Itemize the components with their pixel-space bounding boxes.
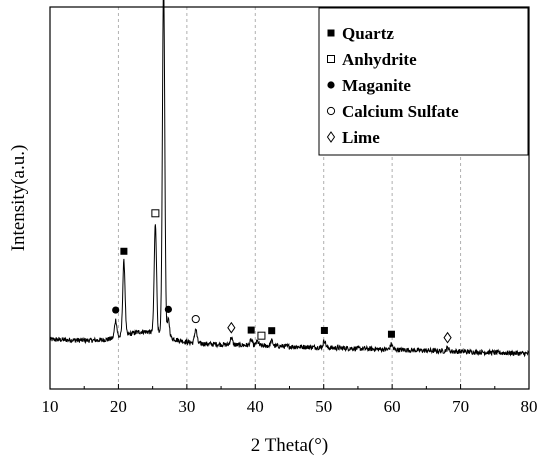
y-axis-label: Intensity(a.u.)	[8, 145, 29, 252]
peak-marker-maganite	[164, 305, 172, 313]
legend-symbol	[327, 55, 335, 63]
peak-marker-anhydrite	[151, 209, 160, 218]
peak-marker-lime	[443, 331, 452, 344]
legend-label: Quartz	[342, 24, 394, 43]
legend-label: Maganite	[342, 76, 411, 95]
peak-marker-calcium-sulfate	[191, 314, 200, 324]
x-tick-label: 10	[42, 397, 59, 416]
legend-symbol	[327, 81, 335, 89]
xrd-pattern-line	[49, 0, 530, 358]
peak-marker-anhydrite	[257, 331, 266, 340]
peak-marker-quartz	[268, 327, 276, 335]
legend-symbol	[326, 106, 336, 116]
legend-symbol	[327, 29, 335, 37]
legend-label: Lime	[342, 128, 380, 147]
legend-label: Anhydrite	[342, 50, 417, 69]
peak-marker-quartz	[120, 247, 128, 255]
grid-lines	[117, 7, 462, 389]
x-tick-label: 80	[521, 397, 538, 416]
legend: Quartz Anhydrite Maganite Calcium Sulfate Li…	[318, 7, 529, 156]
peak-marker-maganite	[112, 306, 120, 314]
x-axis-label: 2 Theta(°)	[251, 435, 328, 456]
x-axis-ticks: 10 20 30 40 50 60 70 80	[42, 384, 538, 416]
x-tick-label: 60	[384, 397, 401, 416]
peak-markers	[112, 209, 452, 344]
peak-marker-quartz	[247, 326, 255, 334]
peak-marker-quartz	[387, 330, 395, 338]
x-tick-label: 30	[178, 397, 195, 416]
x-tick-label: 50	[315, 397, 332, 416]
legend-symbol	[326, 131, 336, 143]
x-tick-label: 70	[452, 397, 469, 416]
legend-label: Calcium Sulfate	[342, 102, 459, 121]
legend-box	[318, 7, 529, 156]
x-tick-label: 40	[247, 397, 264, 416]
x-tick-label: 20	[110, 397, 127, 416]
peak-marker-lime	[227, 321, 236, 334]
peak-marker-quartz	[320, 326, 328, 334]
